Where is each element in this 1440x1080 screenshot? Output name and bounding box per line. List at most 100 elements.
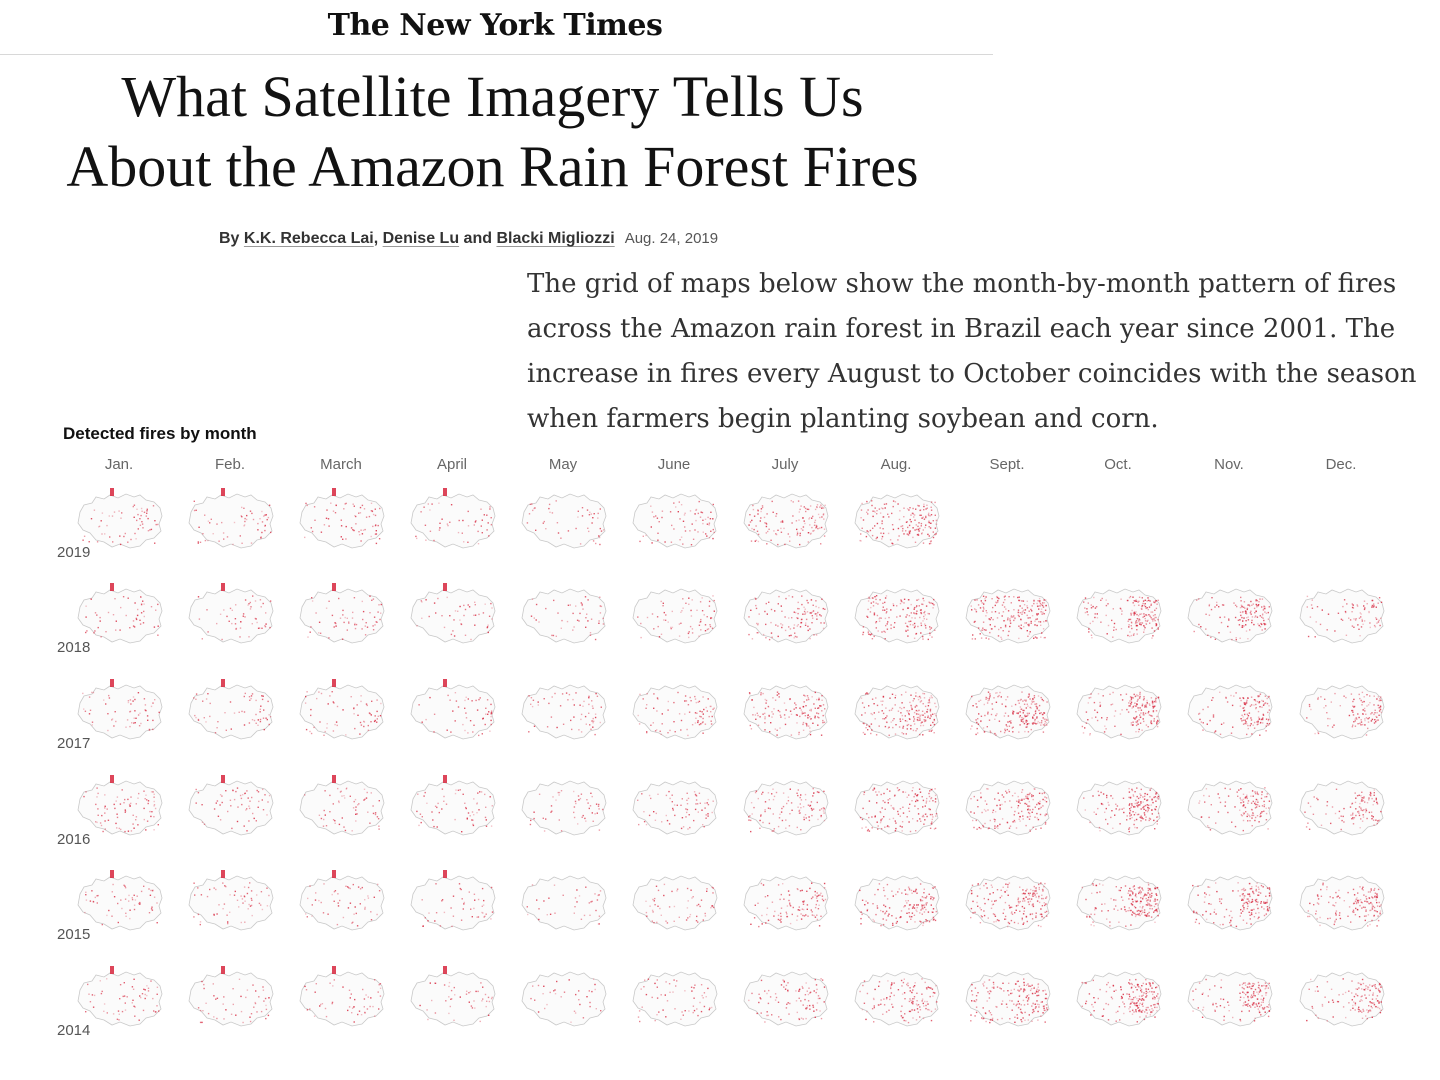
fire-dot xyxy=(222,532,225,534)
fire-dot xyxy=(661,723,663,725)
fire-hotspot xyxy=(110,870,114,878)
fire-dot xyxy=(464,634,467,636)
fire-dot xyxy=(435,612,437,614)
fire-dot xyxy=(709,625,712,628)
fire-dot xyxy=(900,712,902,714)
fire-dot xyxy=(879,512,882,514)
fire-dot xyxy=(1149,600,1151,602)
fire-dot xyxy=(711,715,713,718)
fire-dot xyxy=(672,809,674,811)
fire-dot xyxy=(1105,728,1107,730)
author-link-migliozzi[interactable]: Blacki Migliozzi xyxy=(496,230,615,247)
fire-dot xyxy=(1377,621,1380,623)
fire-dot xyxy=(536,899,538,901)
fire-dot xyxy=(146,715,149,717)
fire-dot xyxy=(928,800,931,802)
fire-dot xyxy=(1373,789,1375,791)
month-label: June xyxy=(657,456,691,473)
fire-dot xyxy=(1008,725,1011,727)
fire-dot xyxy=(363,508,366,510)
fire-dot xyxy=(866,615,868,618)
fire-dot xyxy=(1254,816,1257,819)
fire-dot xyxy=(900,694,903,696)
fire-dot xyxy=(367,897,370,899)
fire-dot xyxy=(884,617,887,620)
fire-dot xyxy=(1358,716,1360,719)
fire-dot xyxy=(315,612,317,614)
fire-dot xyxy=(914,793,916,795)
fire-dot xyxy=(918,605,920,607)
fire-dot xyxy=(980,720,982,722)
fire-dot xyxy=(971,638,974,640)
fire-dot xyxy=(769,731,771,733)
fire-dot xyxy=(201,638,203,640)
fire-dot xyxy=(1039,600,1041,602)
fire-dot xyxy=(472,824,475,827)
fire-dot xyxy=(1133,704,1135,707)
fire-dot xyxy=(768,799,770,801)
fire-dot xyxy=(816,895,818,898)
fire-dot xyxy=(772,813,774,815)
fire-dot xyxy=(1038,704,1041,707)
fire-dot xyxy=(1026,723,1028,726)
fire-dot xyxy=(771,636,773,638)
fire-dot xyxy=(266,518,268,521)
fire-dot xyxy=(1250,696,1253,698)
fire-dot xyxy=(125,726,127,728)
fire-dot xyxy=(576,901,578,903)
fire-dot xyxy=(1010,615,1013,617)
fire-dot xyxy=(1083,797,1085,799)
fire-dot xyxy=(781,807,783,810)
masthead-logo[interactable]: The New York Times xyxy=(327,8,663,43)
fire-dot xyxy=(882,700,884,702)
fire-dot xyxy=(1018,702,1020,704)
fire-dot xyxy=(116,827,118,829)
fire-dot xyxy=(333,900,335,902)
fire-dot xyxy=(1198,598,1200,600)
fire-dot xyxy=(320,531,323,533)
fire-dot xyxy=(801,713,803,715)
fire-dot xyxy=(1153,630,1156,632)
fire-dot xyxy=(996,826,998,828)
fire-dot xyxy=(908,713,910,715)
region-outline xyxy=(188,684,274,740)
fire-dot xyxy=(913,796,915,798)
fire-dot xyxy=(1144,617,1146,620)
fire-dot xyxy=(915,613,918,615)
fire-dot xyxy=(568,693,571,696)
fire-dot xyxy=(1306,606,1308,608)
fire-dot xyxy=(1146,620,1148,622)
fire-dot xyxy=(808,698,810,701)
fire-dot xyxy=(1004,728,1006,730)
fire-dot xyxy=(142,600,144,602)
fire-dot xyxy=(784,616,786,618)
fire-dot xyxy=(545,818,547,820)
fire-dot xyxy=(266,718,268,721)
amazon-map xyxy=(299,488,385,549)
fire-dot xyxy=(223,903,226,905)
fire-dot xyxy=(814,521,816,524)
author-link-lai[interactable]: K.K. Rebecca Lai xyxy=(243,230,374,247)
fire-dot xyxy=(374,812,377,814)
fire-dot xyxy=(775,791,778,794)
fire-dot xyxy=(1018,637,1020,640)
fire-dot xyxy=(249,882,251,884)
fire-dot xyxy=(148,728,151,731)
fire-dot xyxy=(657,625,659,628)
fire-dot xyxy=(535,529,537,531)
fire-dot xyxy=(995,602,998,604)
fire-dot xyxy=(645,534,647,537)
fire-dot xyxy=(1039,601,1041,603)
fire-dot xyxy=(592,722,594,724)
fire-dot xyxy=(550,811,552,813)
fire-dot xyxy=(459,887,461,890)
fire-dot xyxy=(757,714,759,717)
fire-dot xyxy=(684,700,686,702)
fire-dot xyxy=(1265,807,1267,809)
fire-dot xyxy=(378,800,380,802)
fire-dot xyxy=(886,721,888,724)
fire-dot xyxy=(1150,720,1152,722)
fire-dot xyxy=(1224,787,1226,790)
amazon-map xyxy=(965,588,1051,644)
author-link-lu[interactable]: Denise Lu xyxy=(382,230,460,247)
